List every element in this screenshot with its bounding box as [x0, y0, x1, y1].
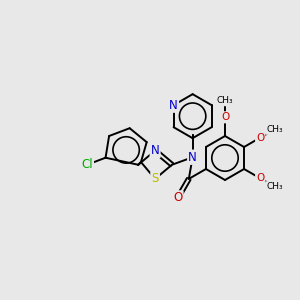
Text: Cl: Cl	[81, 158, 93, 171]
Text: O: O	[256, 173, 264, 183]
Text: S: S	[152, 172, 159, 185]
Text: N: N	[188, 151, 197, 164]
Text: CH₃: CH₃	[266, 182, 283, 191]
Text: N: N	[169, 99, 178, 112]
Text: O: O	[256, 133, 264, 143]
Text: CH₃: CH₃	[266, 125, 283, 134]
Text: CH₃: CH₃	[217, 96, 233, 105]
Text: N: N	[151, 144, 160, 157]
Text: O: O	[221, 112, 229, 122]
Text: O: O	[173, 191, 182, 205]
